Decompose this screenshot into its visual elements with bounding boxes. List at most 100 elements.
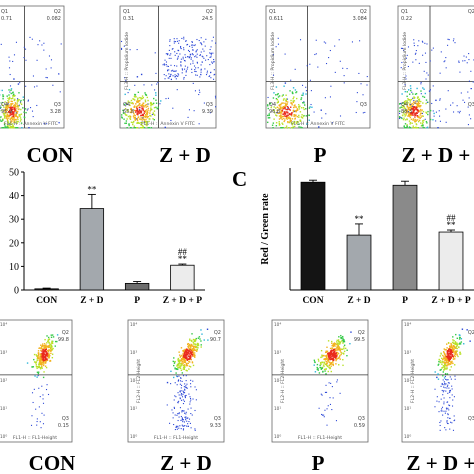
cell-dot <box>2 94 4 96</box>
cell-dot <box>138 100 141 102</box>
cell-dot <box>20 103 23 106</box>
cell-dot <box>449 356 451 358</box>
significance-3: ## <box>447 213 457 223</box>
cell-dot <box>181 384 183 386</box>
cell-dot <box>291 124 294 126</box>
cell-dot <box>437 126 439 129</box>
cell-dot <box>449 428 451 430</box>
cell-dot <box>7 105 9 107</box>
cell-dot <box>184 386 186 388</box>
cell-dot <box>329 347 332 350</box>
cell-dot <box>182 353 184 355</box>
cell-dot <box>4 106 7 108</box>
cell-dot <box>47 340 49 342</box>
cell-dot <box>415 50 417 52</box>
cell-dot <box>211 61 213 63</box>
cell-dot <box>179 391 181 393</box>
cell-dot <box>176 74 178 77</box>
cell-dot <box>23 111 25 113</box>
bar-0 <box>34 288 59 291</box>
y-tick-exponent: 4 <box>135 322 137 326</box>
cell-dot <box>129 127 132 129</box>
cell-dot <box>350 331 352 333</box>
cell-dot <box>280 127 282 129</box>
cell-dot <box>448 387 450 389</box>
cell-dot <box>138 112 140 115</box>
cell-dot <box>441 406 444 408</box>
cell-dot <box>174 382 176 384</box>
cell-dot <box>442 371 444 373</box>
cell-dot <box>51 346 53 348</box>
cell-dot <box>330 353 333 355</box>
cell-dot <box>187 358 190 360</box>
cell-dot <box>41 363 43 366</box>
cell-dot <box>51 353 54 355</box>
cell-dot <box>5 112 7 114</box>
cell-dot <box>455 347 457 349</box>
cell-dot <box>467 106 469 108</box>
cell-dot <box>133 95 136 98</box>
cell-dot <box>337 339 340 341</box>
y-tick-exponent: 4 <box>279 322 281 326</box>
cell-dot <box>336 352 339 354</box>
cell-dot <box>295 122 298 125</box>
cell-dot <box>212 36 214 38</box>
cell-dot <box>6 95 8 97</box>
cell-dot <box>42 353 44 355</box>
cell-dot <box>51 342 53 344</box>
cell-dot <box>286 105 289 108</box>
cell-dot <box>327 358 329 361</box>
cell-dot <box>139 96 141 99</box>
cell-dot <box>440 51 442 53</box>
cell-dot <box>13 93 15 96</box>
cell-dot <box>456 345 458 348</box>
cell-dot <box>205 59 207 61</box>
cell-dot <box>411 91 413 93</box>
cell-dot <box>401 106 403 109</box>
cell-dot <box>11 116 14 119</box>
cell-dot <box>332 345 335 348</box>
cell-dot <box>325 373 327 375</box>
cell-dot <box>25 59 27 61</box>
cell-dot <box>399 103 401 105</box>
cell-dot <box>329 362 332 365</box>
cell-dot <box>435 120 437 122</box>
cell-dot <box>192 349 194 352</box>
y-tick-exponent: 1 <box>135 406 137 410</box>
cell-dot <box>48 55 51 57</box>
cell-dot <box>151 84 153 86</box>
cell-dot <box>189 355 192 357</box>
cell-dot <box>327 365 329 368</box>
cell-dot <box>137 111 140 113</box>
cell-dot <box>281 95 283 97</box>
cell-dot <box>449 389 452 391</box>
cell-dot <box>180 65 182 67</box>
cell-dot <box>283 108 285 110</box>
cell-dot <box>143 110 146 113</box>
cell-dot <box>320 393 322 395</box>
cell-dot <box>39 358 42 360</box>
cell-dot <box>20 113 23 115</box>
cell-dot <box>134 116 136 119</box>
cell-dot <box>183 78 185 80</box>
y-tick-label: 101 <box>274 406 281 412</box>
cell-dot <box>326 346 328 348</box>
cell-dot <box>326 365 328 367</box>
cell-dot <box>416 114 419 117</box>
cell-dot <box>193 340 195 343</box>
cell-dot <box>267 105 269 107</box>
cell-dot <box>422 41 424 43</box>
cell-dot <box>443 348 445 350</box>
cell-dot <box>33 353 36 356</box>
cell-dot <box>456 347 458 350</box>
cell-dot <box>189 353 192 355</box>
cell-dot <box>456 343 459 346</box>
cell-dot <box>338 356 341 358</box>
cell-dot <box>413 42 415 44</box>
cell-dot <box>458 61 460 63</box>
cell-dot <box>449 391 451 393</box>
cell-dot <box>195 70 197 73</box>
cell-dot <box>467 124 470 126</box>
cell-dot <box>183 354 185 356</box>
cell-dot <box>405 78 407 80</box>
